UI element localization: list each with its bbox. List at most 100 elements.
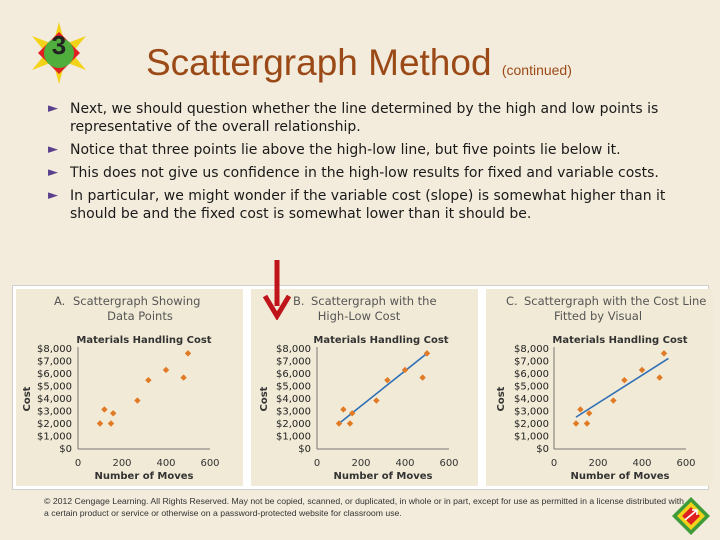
copyright-footer: © 2012 Cengage Learning. All Rights Rese…: [44, 496, 684, 518]
panel-c-y-tick: $4,000: [514, 394, 549, 405]
data-point: [349, 410, 356, 417]
panel-a-x-tick: 600: [200, 458, 219, 469]
data-point: [340, 406, 347, 413]
panel-c-letter: C.: [506, 294, 518, 308]
data-point: [184, 350, 192, 357]
panel-b-x-tick: 0: [314, 458, 320, 469]
panel-a-y-tick: $8,000: [37, 344, 72, 355]
panel-b-y-axis-label: Cost: [259, 386, 270, 411]
bullet-arrow-icon: ►: [48, 165, 58, 180]
panel-c-x-tick: 400: [632, 458, 651, 469]
bullet-arrow-icon: ►: [48, 101, 58, 116]
panel-b-y-tick: $7,000: [276, 357, 311, 368]
bullet-arrow-icon: ►: [48, 188, 58, 203]
panel-c-y-tick: $2,000: [514, 419, 549, 430]
panel-b-y-tick: $2,000: [276, 419, 311, 430]
panel-a-x-tick: 200: [112, 458, 131, 469]
panel-b-title-line-2: High-Low Cost: [318, 309, 401, 323]
bullet-text: Next, we should question whether the lin…: [70, 101, 659, 135]
data-point: [656, 374, 663, 381]
down-arrow-icon: [262, 260, 292, 320]
panel-c-x-tick: 200: [588, 458, 607, 469]
data-point: [110, 410, 117, 417]
bullet-text: In particular, we might wonder if the va…: [70, 188, 666, 222]
panel-b-y-tick: $1,000: [276, 432, 311, 443]
data-point: [145, 376, 152, 384]
panel-b-y-tick: $0: [298, 444, 311, 455]
panel-c-title-line-1: Scattergraph with the Cost Line: [524, 294, 706, 308]
data-point: [572, 420, 580, 427]
panel-a-marks: [96, 350, 192, 427]
panel-c-y-tick: $6,000: [514, 369, 549, 380]
panel-b-y-tick: $6,000: [276, 369, 311, 380]
data-point: [346, 420, 354, 427]
data-point: [577, 406, 584, 413]
panel-a-y-tick: $2,000: [37, 419, 72, 430]
panel-b-y-tick: $5,000: [276, 382, 311, 393]
data-point: [583, 420, 591, 427]
panel-b-y-tick: $4,000: [276, 394, 311, 405]
data-point: [638, 366, 646, 374]
panel-c-x-tick: 600: [676, 458, 695, 469]
bullet-arrow-icon: ►: [48, 142, 58, 157]
panel-a-y-tick: $5,000: [37, 382, 72, 393]
bullet-item: ► This does not give us confidence in the…: [48, 164, 698, 182]
panel-a-title-line-2: Data Points: [107, 309, 173, 323]
panel-a-y-tick: $7,000: [37, 357, 72, 368]
data-point: [107, 420, 115, 427]
slide-title: Scattergraph Method (continued): [146, 42, 572, 84]
panel-a-y-tick: $6,000: [37, 369, 72, 380]
data-point: [335, 420, 343, 427]
data-point: [419, 374, 426, 381]
panel-a-y-axis-label: Cost: [22, 386, 33, 411]
panel-c-chart-title: Materials Handling Cost: [552, 335, 687, 346]
cost-line: [575, 357, 669, 418]
slide-number: 3: [51, 30, 67, 60]
panel-c-x-tick: 0: [551, 458, 557, 469]
panel-c-x-axis-label: Number of Moves: [570, 471, 669, 482]
data-point: [660, 350, 668, 357]
data-point: [162, 366, 170, 374]
panel-a-y-tick: $1,000: [37, 432, 72, 443]
panel-c-y-tick: $5,000: [514, 382, 549, 393]
panel-c-y-tick: $1,000: [514, 432, 549, 443]
bullet-text: This does not give us confidence in the …: [70, 165, 659, 181]
bullet-list: ► Next, we should question whether the li…: [48, 100, 698, 228]
panel-b: B. Scattergraph with the High-Low Cost M…: [251, 289, 478, 486]
panel-c-y-tick: $3,000: [514, 407, 549, 418]
bullet-text: Notice that three points lie above the h…: [70, 142, 621, 158]
data-point: [423, 350, 431, 357]
panel-b-letter: B.: [293, 294, 305, 308]
data-point: [401, 366, 409, 374]
panel-c: C. Scattergraph with the Cost Line Fitte…: [486, 289, 713, 486]
panel-c-marks: [572, 350, 669, 427]
panel-a: A. Scattergraph Showing Data Points Mate…: [16, 289, 243, 486]
data-point: [373, 397, 380, 404]
panel-c-y-tick: $0: [536, 444, 549, 455]
data-point: [96, 420, 104, 427]
panel-a-svg: A. Scattergraph Showing Data Points Mate…: [22, 294, 220, 482]
data-point: [384, 376, 391, 384]
panel-a-title-line-1: Scattergraph Showing: [73, 294, 200, 308]
panel-a-x-tick: 400: [156, 458, 175, 469]
panel-b-x-tick: 200: [351, 458, 370, 469]
panel-a-x-axis-label: Number of Moves: [94, 471, 193, 482]
panel-b-y-tick: $3,000: [276, 407, 311, 418]
panel-a-y-tick: $3,000: [37, 407, 72, 418]
panel-c-y-tick: $8,000: [514, 344, 549, 355]
panel-b-svg: B. Scattergraph with the High-Low Cost M…: [259, 294, 459, 482]
bullet-item: ► Notice that three points lie above the …: [48, 141, 698, 159]
panel-c-svg: C. Scattergraph with the Cost Line Fitte…: [496, 294, 706, 482]
slide-number-badge: [32, 22, 86, 84]
panel-b-chart-title: Materials Handling Cost: [313, 335, 448, 346]
panel-b-marks: [335, 350, 431, 427]
panel-c-y-tick: $7,000: [514, 357, 549, 368]
panel-a-y-tick: $0: [59, 444, 72, 455]
panel-a-y-tick: $4,000: [37, 394, 72, 405]
panel-b-title-line-1: Scattergraph with the: [311, 294, 437, 308]
panel-a-chart-title: Materials Handling Cost: [76, 335, 211, 346]
slide-title-suffix: (continued): [501, 62, 572, 78]
bullet-item: ► In particular, we might wonder if the v…: [48, 187, 698, 223]
slide-title-main: Scattergraph Method: [146, 42, 492, 83]
panel-b-x-tick: 600: [439, 458, 458, 469]
